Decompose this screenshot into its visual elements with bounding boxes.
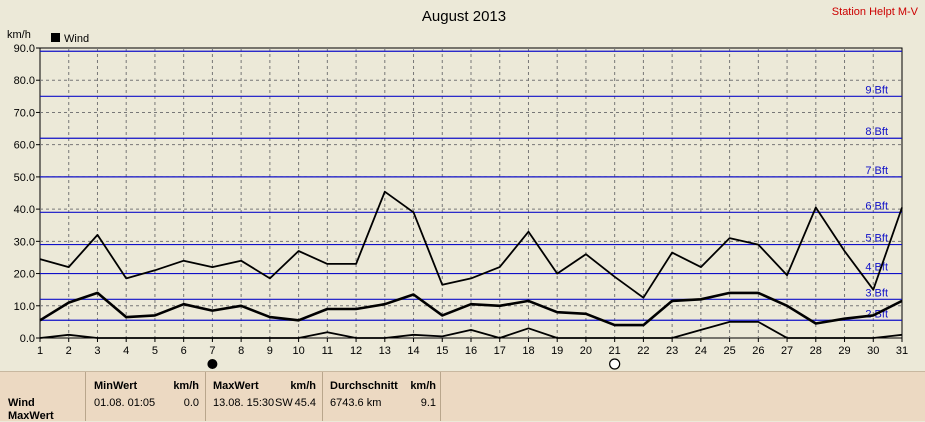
x-tick-label: 13 [379, 345, 391, 357]
x-tick-label: 6 [181, 345, 187, 357]
avg-unit: km/h [410, 380, 436, 392]
max-header: MaxWert [213, 380, 259, 392]
beaufort-label: 5 Bft [865, 233, 888, 245]
x-tick-label: 15 [436, 345, 448, 357]
max-cell: MaxWert km/h 13.08. 15:30 SW 45.4 [206, 372, 323, 421]
max-value: 45.4 [294, 397, 316, 409]
avg-header: Durchschnitt [330, 380, 398, 392]
beaufort-label: 3 Bft [865, 287, 888, 299]
y-tick-label: 80.0 [14, 75, 35, 87]
x-tick-label: 2 [66, 345, 72, 357]
y-tick-label: 30.0 [14, 236, 35, 248]
x-tick-label: 19 [551, 345, 563, 357]
x-tick-label: 31 [896, 345, 908, 357]
min-unit: km/h [173, 380, 199, 392]
x-tick-label: 26 [752, 345, 764, 357]
x-tick-label: 23 [666, 345, 678, 357]
series-line-max [39, 190, 903, 299]
x-tick-label: 25 [723, 345, 735, 357]
x-tick-label: 29 [838, 345, 850, 357]
y-tick-label: 70.0 [14, 107, 35, 119]
legend-label: Wind [64, 33, 89, 45]
max-unit: km/h [290, 380, 316, 392]
x-tick-label: 30 [867, 345, 879, 357]
x-tick-label: 10 [292, 345, 304, 357]
x-tick-label: 12 [350, 345, 362, 357]
beaufort-label: 7 Bft [865, 165, 888, 177]
y-tick-label: 40.0 [14, 204, 35, 216]
y-tick-label: 50.0 [14, 172, 35, 184]
y-tick-label: 0.0 [20, 333, 35, 345]
summary-panel: Wind MaxWert MinWert km/h 01.08. 01:05 0… [0, 371, 925, 422]
chart-title: August 2013 [422, 8, 506, 25]
x-tick-label: 14 [407, 345, 419, 357]
x-tick-label: 3 [94, 345, 100, 357]
x-tick-label: 18 [522, 345, 534, 357]
label-cell [0, 372, 86, 421]
station-label: Station Helpt M-V [832, 6, 919, 18]
beaufort-label: 6 Bft [865, 200, 888, 212]
row-label-wind: Wind [8, 397, 35, 409]
y-axis-unit: km/h [7, 29, 31, 41]
series-line-avg [39, 291, 903, 327]
x-tick-label: 7 [209, 345, 215, 357]
max-direction: SW [275, 397, 293, 409]
x-tick-label: 21 [609, 345, 621, 357]
beaufort-label: 9 Bft [865, 84, 888, 96]
x-tick-label: 4 [123, 345, 129, 357]
x-tick-label: 1 [37, 345, 43, 357]
legend-swatch [51, 33, 60, 42]
x-tick-label: 16 [465, 345, 477, 357]
x-tick-label: 22 [637, 345, 649, 357]
avg-cell: Durchschnitt km/h 6743.6 km 9.1 [323, 372, 441, 421]
beaufort-label: 4 Bft [865, 262, 888, 274]
x-tick-label: 24 [695, 345, 707, 357]
avg-distance: 6743.6 km [330, 397, 382, 409]
x-tick-label: 5 [152, 345, 158, 357]
y-tick-label: 90.0 [14, 43, 35, 55]
min-value: 0.0 [183, 397, 199, 409]
x-tick-label: 20 [580, 345, 592, 357]
beaufort-label: 8 Bft [865, 126, 888, 138]
moon-phase-open-marker [609, 358, 621, 370]
y-tick-label: 20.0 [14, 269, 35, 281]
avg-value: 9.1 [420, 397, 436, 409]
min-cell: MinWert km/h 01.08. 01:05 0.0 [86, 372, 206, 421]
max-date: 13.08. 15:30 [213, 397, 275, 409]
x-tick-label: 28 [810, 345, 822, 357]
x-tick-label: 11 [322, 345, 333, 357]
min-date: 01.08. 01:05 [94, 397, 156, 409]
x-tick-label: 9 [267, 345, 273, 357]
x-tick-label: 8 [238, 345, 244, 357]
row-label-maxwert: MaxWert [8, 410, 54, 422]
y-tick-label: 60.0 [14, 140, 35, 152]
x-tick-label: 27 [781, 345, 793, 357]
x-tick-label: 17 [494, 345, 506, 357]
moon-phase-filled-marker [207, 359, 218, 369]
min-header: MinWert [94, 380, 138, 392]
y-tick-label: 10.0 [14, 301, 35, 313]
